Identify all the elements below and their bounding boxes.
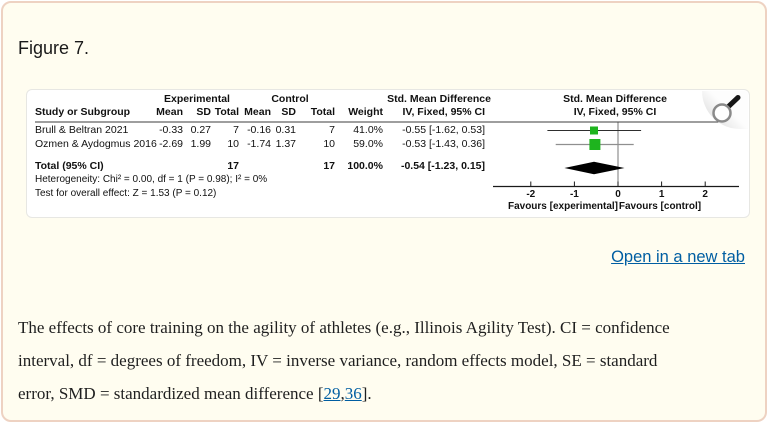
tick-label: -1: [570, 189, 579, 200]
forest-plot-graphic: -2 -1 0 1 2 Favours [experimental] Favou…: [35, 121, 741, 212]
zoom-figure-button[interactable]: [702, 91, 748, 129]
col-group-smd-values: Std. Mean Difference: [387, 93, 491, 105]
favours-control-label: Favours [control]: [619, 201, 701, 212]
table-row-study-2: Ozmen & Aydogmus 2016 -2.69 1.99 10 -1.7…: [27, 138, 497, 151]
header-exp-total: Total: [214, 106, 239, 118]
cell-exp-sd: 0.27: [190, 124, 211, 136]
favours-experimental-label: Favours [experimental]: [508, 201, 618, 212]
magnifier-icon: [712, 95, 741, 123]
cell-exp-sd: 1.99: [190, 138, 211, 150]
cell-exp-total: 10: [227, 138, 239, 150]
reference-link-29[interactable]: 29: [323, 384, 341, 403]
cell-total-ctrl-n: 17: [323, 160, 335, 172]
cell-exp-mean: -2.69: [159, 138, 183, 150]
table-header-row: Study or Subgroup Mean SD Total Mean SD …: [27, 106, 497, 119]
cell-ctrl-sd: 0.31: [275, 124, 296, 136]
figure-label: Figure 7.: [18, 38, 90, 58]
header-exp-mean: Mean: [156, 106, 183, 118]
cell-total-exp-n: 17: [227, 160, 239, 172]
header-ctrl-sd: SD: [281, 106, 296, 118]
cell-ctrl-mean: -0.16: [247, 124, 271, 136]
reference-link-36[interactable]: 36: [344, 384, 362, 403]
col-group-control: Control: [271, 93, 309, 105]
tick-label: 1: [659, 189, 665, 200]
caption-line-3: error, SMD = standardized mean differenc…: [18, 377, 766, 410]
tick-label: 0: [615, 189, 621, 200]
caption-line-3-text: error, SMD = standardized mean differenc…: [18, 384, 324, 403]
table-row-study-1: Brull & Beltran 2021 -0.33 0.27 7 -0.16 …: [27, 124, 497, 137]
cell-weight: 59.0%: [353, 138, 383, 150]
axis-ticks: [530, 181, 706, 187]
cell-ctrl-sd: 1.37: [275, 138, 296, 150]
cell-exp-total: 7: [233, 124, 239, 136]
header-ctrl-total: Total: [310, 106, 335, 118]
cell-ctrl-mean: -1.74: [247, 138, 271, 150]
header-weight: Weight: [348, 106, 383, 118]
header-exp-sd: SD: [196, 106, 211, 118]
cell-ci: -0.55 [-1.62, 0.53]: [402, 124, 485, 136]
cell-weight: 41.0%: [353, 124, 383, 136]
header-iv-fixed: IV, Fixed, 95% CI: [402, 106, 485, 118]
cell-total-ci: -0.54 [-1.23, 0.15]: [400, 160, 485, 172]
cell-ctrl-total: 10: [323, 138, 335, 150]
effect-marker-study-1: [590, 126, 598, 135]
tick-label: -2: [526, 189, 535, 200]
caption-ref-separator: ,: [340, 384, 345, 403]
header-study: Study or Subgroup: [35, 106, 131, 118]
heterogeneity-note: Heterogeneity: Chi² = 0.00, df = 1 (P = …: [35, 174, 268, 185]
cell-ci: -0.53 [-1.43, 0.36]: [402, 138, 485, 150]
caption-line-3-end: ].: [361, 384, 372, 403]
header-iv-fixed-plot: IV, Fixed, 95% CI: [573, 106, 657, 118]
cell-ctrl-total: 7: [329, 124, 335, 136]
caption-line-2: interval, df = degrees of freedom, IV = …: [18, 351, 658, 370]
overall-effect-note: Test for overall effect: Z = 1.53 (P = 0…: [35, 188, 217, 199]
total-diamond: [564, 161, 625, 175]
table-row-total: Total (95% CI) 17 17 100.0% -0.54 [-1.23…: [27, 160, 497, 173]
effect-marker-study-2: [589, 139, 601, 150]
cell-total-weight: 100.0%: [347, 160, 383, 172]
forest-plot-figure[interactable]: Experimental Control Std. Mean Differenc…: [26, 89, 750, 218]
cell-exp-mean: -0.33: [159, 124, 183, 136]
cell-total-label: Total (95% CI): [35, 160, 104, 172]
open-in-new-tab-container: Open in a new tab: [611, 248, 745, 267]
cell-study-name: Ozmen & Aydogmus 2016: [35, 138, 157, 150]
tick-label: 2: [702, 189, 708, 200]
header-ctrl-mean: Mean: [244, 106, 271, 118]
col-group-smd-plot: Std. Mean Difference: [563, 93, 667, 105]
caption-line-1: The effects of core training on the agil…: [18, 318, 670, 337]
figure-caption: The effects of core training on the agil…: [18, 311, 766, 410]
col-group-experimental: Experimental: [164, 93, 230, 105]
open-in-new-tab-link[interactable]: Open in a new tab: [611, 248, 745, 266]
cell-study-name: Brull & Beltran 2021: [35, 124, 129, 136]
